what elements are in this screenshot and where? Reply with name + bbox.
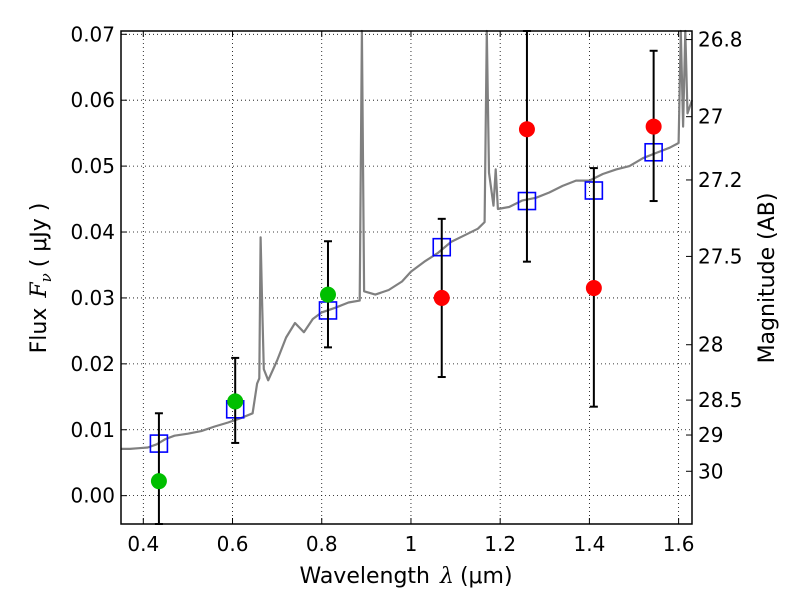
optical-data-point xyxy=(150,473,167,490)
magnitude-tick-label: 29 xyxy=(698,423,723,447)
y2-axis-title: Magnitude (AB) xyxy=(755,193,780,364)
optical-data-point xyxy=(319,286,336,303)
x-tick-label: 1.6 xyxy=(663,532,695,556)
y-axis-title: FluxFν( μJy ) xyxy=(27,203,55,354)
magnitude-tick-label: 27.2 xyxy=(698,168,743,192)
model-sed-line xyxy=(121,29,694,450)
nir-data-point xyxy=(645,118,662,135)
magnitude-tick-label: 26.8 xyxy=(698,28,743,52)
x-tick-label: 1.2 xyxy=(484,532,516,556)
y-tick-label: 0.06 xyxy=(70,88,115,112)
x-axis-title: Wavelength λ (μm) xyxy=(299,564,512,589)
y-tick-label: 0.00 xyxy=(70,484,115,508)
nir-data-point xyxy=(433,289,450,306)
y-tick-label: 0.04 xyxy=(70,220,115,244)
magnitude-tick-label: 28.5 xyxy=(698,388,743,412)
x-tick-label: 0.4 xyxy=(127,532,159,556)
y-tick-label: 0.02 xyxy=(70,352,115,376)
axes: 0.4 0.6 0.8 1 1.2 1.4 1.6 0.00 0.01 0.02 0.03 0.04 0… xyxy=(70,22,742,556)
magnitude-tick-label: 30 xyxy=(698,459,723,483)
magnitude-tick-label: 28 xyxy=(698,333,723,357)
nir-data-point xyxy=(518,121,535,138)
magnitude-tick-label: 27.5 xyxy=(698,244,743,268)
data-series xyxy=(121,29,694,525)
x-tick-label: 1 xyxy=(405,532,418,556)
x-tick-label: 0.8 xyxy=(306,532,338,556)
y-tick-label: 0.05 xyxy=(70,154,115,178)
nir-data-point xyxy=(585,280,602,297)
y-tick-label: 0.07 xyxy=(70,22,115,46)
plot-frame xyxy=(120,30,693,525)
x-tick-label: 1.4 xyxy=(573,532,605,556)
optical-data-point xyxy=(227,393,244,410)
y-tick-label: 0.03 xyxy=(70,286,115,310)
x-tick-label: 0.6 xyxy=(217,532,249,556)
magnitude-tick-label: 27 xyxy=(698,105,723,129)
y-tick-label: 0.01 xyxy=(70,418,115,442)
